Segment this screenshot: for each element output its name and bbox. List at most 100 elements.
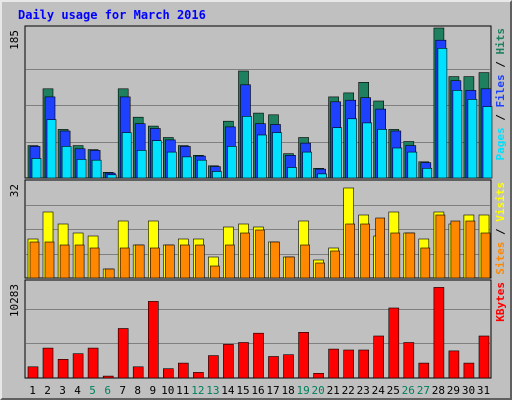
bar-sites-day-9 [150, 247, 160, 279]
bar-pages-day-19 [302, 151, 312, 179]
bar-kbytes-day-27 [418, 362, 430, 379]
chart-title: Daily usage for March 2016 [18, 8, 206, 22]
x-tick-label-day-17: 17 [266, 384, 279, 397]
x-tick-label-day-14: 14 [221, 384, 235, 397]
bar-pages-day-9 [152, 140, 162, 179]
legend-separator: / [494, 108, 507, 128]
bar-pages-day-23 [362, 122, 373, 179]
bar-pages-day-10 [167, 151, 177, 179]
x-tick-label-day-27: 27 [417, 384, 430, 397]
bar-kbytes-day-31 [478, 335, 490, 379]
bar-kbytes-day-9 [148, 301, 159, 379]
bar-pages-day-4 [76, 159, 87, 179]
bar-kbytes-day-20 [313, 372, 324, 379]
x-tick-label-day-8: 8 [134, 384, 141, 397]
bar-sites-day-18 [285, 256, 295, 279]
bar-kbytes-day-4 [72, 353, 84, 379]
x-tick-label-day-7: 7 [119, 384, 126, 397]
bar-pages-day-30 [467, 99, 478, 179]
bar-sites-day-16 [255, 229, 265, 279]
legend-kbytes: KBytes [494, 282, 507, 322]
x-tick-label-day-23: 23 [357, 384, 370, 397]
bar-sites-day-8 [134, 244, 145, 279]
visits-panel-legend: Sites / Visits [494, 182, 507, 275]
legend-files: Files [494, 74, 507, 107]
bar-pages-day-7 [121, 132, 132, 179]
bar-sites-day-15 [240, 232, 250, 279]
bar-kbytes-day-6 [102, 375, 114, 379]
bar-sites-day-19 [300, 244, 310, 279]
bar-sites-day-1 [29, 241, 40, 279]
bar-sites-day-26 [405, 232, 416, 279]
x-tick-label-day-5: 5 [89, 384, 96, 397]
hits-panel-ymax-label: 185 [8, 30, 21, 50]
bar-kbytes-day-5 [87, 347, 99, 379]
bar-kbytes-day-26 [403, 342, 415, 379]
bar-sites-day-13 [210, 265, 220, 279]
bar-pages-day-11 [182, 156, 192, 179]
legend-visits: Visits [494, 182, 507, 222]
bar-sites-day-20 [315, 262, 325, 279]
bar-pages-day-22 [347, 118, 358, 179]
x-tick-label-day-6: 6 [104, 384, 111, 397]
x-tick-label-day-2: 2 [44, 384, 51, 397]
x-tick-label-day-10: 10 [161, 384, 174, 397]
bar-sites-day-7 [119, 247, 130, 279]
bar-sites-day-25 [390, 232, 401, 279]
legend-hits: Hits [494, 28, 507, 55]
kbytes-panel-legend: KBytes [494, 282, 507, 322]
bar-sites-day-10 [165, 244, 175, 279]
bar-sites-day-11 [180, 244, 190, 279]
bar-kbytes-day-2 [42, 347, 54, 379]
bar-kbytes-day-22 [343, 349, 355, 379]
bar-kbytes-day-7 [117, 328, 129, 379]
bar-kbytes-day-13 [208, 355, 219, 379]
bar-sites-day-30 [465, 220, 476, 279]
bar-sites-day-6 [104, 268, 115, 279]
bar-kbytes-day-14 [223, 344, 234, 379]
bar-pages-day-8 [136, 150, 147, 179]
bar-pages-day-13 [212, 171, 222, 179]
bar-sites-day-2 [44, 241, 55, 279]
bar-pages-day-21 [332, 127, 342, 179]
bar-pages-day-14 [227, 146, 237, 179]
bar-pages-day-17 [272, 132, 282, 179]
bar-kbytes-day-21 [328, 348, 339, 379]
bar-pages-day-24 [377, 129, 388, 179]
x-tick-label-day-16: 16 [251, 384, 264, 397]
bar-sites-day-3 [59, 244, 70, 279]
bar-kbytes-day-18 [283, 354, 294, 379]
bar-pages-day-28 [437, 47, 448, 179]
bar-pages-day-12 [197, 159, 207, 179]
bar-sites-day-23 [360, 223, 371, 279]
bar-sites-day-14 [225, 244, 235, 279]
bar-pages-day-18 [287, 167, 297, 179]
bar-kbytes-day-1 [27, 366, 39, 379]
bar-kbytes-day-11 [178, 362, 189, 379]
kbytes-panel-ymax-label: 10283 [8, 284, 21, 317]
legend-separator: / [494, 55, 507, 75]
x-tick-label-day-15: 15 [236, 384, 249, 397]
bar-sites-day-31 [480, 232, 491, 279]
bar-kbytes-day-3 [57, 358, 69, 379]
x-tick-label-day-31: 31 [477, 384, 490, 397]
bar-sites-day-17 [270, 241, 280, 279]
bar-pages-day-29 [452, 90, 463, 179]
bar-pages-day-3 [61, 146, 72, 179]
x-tick-label-day-11: 11 [176, 384, 189, 397]
hits-panel-legend: Pages / Files / Hits [494, 28, 507, 161]
bar-pages-day-27 [422, 168, 433, 179]
bar-kbytes-day-23 [358, 349, 370, 379]
x-tick-label-day-29: 29 [447, 384, 460, 397]
hits-panel: 185 Pages / Files / Hits [8, 25, 507, 179]
x-tick-label-day-24: 24 [372, 384, 386, 397]
bar-pages-day-25 [392, 147, 403, 179]
bar-sites-day-29 [450, 220, 461, 279]
bar-kbytes-day-28 [433, 287, 445, 379]
x-tick-label-day-3: 3 [59, 384, 66, 397]
x-tick-label-day-4: 4 [74, 384, 81, 397]
bar-sites-day-4 [74, 244, 85, 279]
x-tick-label-day-13: 13 [206, 384, 219, 397]
bar-pages-day-2 [46, 119, 57, 179]
